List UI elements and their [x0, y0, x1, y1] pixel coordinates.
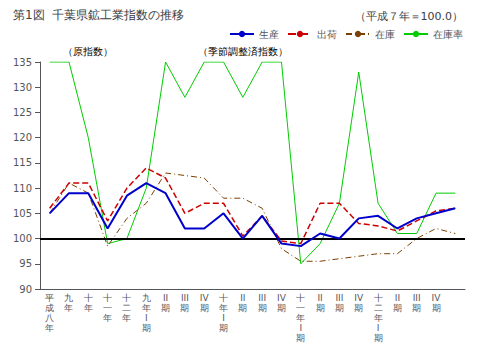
svg-text:年: 年	[219, 303, 228, 313]
svg-text:期: 期	[296, 333, 305, 343]
svg-text:II: II	[395, 293, 400, 303]
svg-text:生産: 生産	[259, 29, 279, 40]
svg-text:期: 期	[354, 303, 363, 313]
svg-text:在庫: 在庫	[375, 29, 395, 40]
svg-text:II: II	[163, 293, 168, 303]
svg-text:年: 年	[122, 313, 131, 323]
svg-text:第1図 千葉県鉱工業指数の推移: 第1図 千葉県鉱工業指数の推移	[13, 8, 184, 22]
svg-text:I: I	[299, 323, 302, 333]
svg-text:100: 100	[13, 233, 32, 244]
svg-text:110: 110	[13, 183, 32, 194]
svg-text:年: 年	[374, 313, 383, 323]
svg-text:年: 年	[64, 303, 73, 313]
svg-text:期: 期	[161, 303, 170, 313]
svg-text:I: I	[145, 313, 148, 323]
svg-text:期: 期	[374, 333, 383, 343]
svg-text:成: 成	[45, 303, 54, 313]
svg-text:年: 年	[45, 323, 54, 333]
svg-text:95: 95	[19, 258, 32, 269]
svg-text:IV: IV	[432, 293, 442, 303]
svg-text:十: 十	[374, 293, 383, 303]
svg-text:十: 十	[103, 293, 112, 303]
svg-text:105: 105	[13, 208, 32, 219]
svg-text:（原指数）: （原指数）	[63, 46, 113, 57]
svg-text:IV: IV	[200, 293, 210, 303]
svg-text:II: II	[240, 293, 245, 303]
svg-text:期: 期	[393, 303, 402, 313]
svg-text:IV: IV	[354, 293, 364, 303]
svg-text:III: III	[258, 293, 266, 303]
svg-text:130: 130	[13, 82, 32, 93]
svg-text:期: 期	[316, 303, 325, 313]
svg-text:期: 期	[432, 303, 441, 313]
svg-text:II: II	[317, 293, 322, 303]
svg-text:135: 135	[13, 57, 32, 68]
svg-text:二: 二	[374, 303, 383, 313]
svg-text:期: 期	[258, 303, 267, 313]
svg-text:期: 期	[412, 303, 421, 313]
svg-text:115: 115	[13, 157, 32, 168]
svg-text:期: 期	[142, 323, 151, 333]
svg-text:期: 期	[335, 303, 344, 313]
svg-text:年: 年	[103, 313, 112, 323]
svg-text:125: 125	[13, 107, 32, 118]
svg-text:期: 期	[277, 303, 286, 313]
svg-text:90: 90	[19, 284, 32, 295]
svg-text:期: 期	[180, 303, 189, 313]
svg-text:平: 平	[45, 293, 54, 303]
svg-text:出荷: 出荷	[317, 29, 337, 40]
svg-text:IV: IV	[277, 293, 287, 303]
svg-text:一: 一	[103, 303, 112, 313]
svg-text:在庫率: 在庫率	[433, 29, 463, 40]
svg-text:年: 年	[296, 313, 305, 323]
svg-text:十: 十	[84, 293, 93, 303]
svg-text:十: 十	[296, 293, 305, 303]
svg-text:（季節調整済指数）: （季節調整済指数）	[198, 46, 288, 57]
svg-text:期: 期	[219, 323, 228, 333]
svg-text:III: III	[181, 293, 189, 303]
svg-text:年: 年	[84, 303, 93, 313]
svg-text:年: 年	[142, 303, 151, 313]
svg-text:III: III	[413, 293, 421, 303]
svg-text:（平成７年＝100.0）: （平成７年＝100.0）	[355, 10, 464, 23]
svg-text:八: 八	[45, 313, 54, 323]
svg-text:十: 十	[122, 293, 131, 303]
svg-text:十: 十	[219, 293, 228, 303]
svg-text:期: 期	[200, 303, 209, 313]
svg-text:I: I	[222, 313, 225, 323]
svg-text:III: III	[335, 293, 343, 303]
svg-text:一: 一	[296, 303, 305, 313]
svg-text:I: I	[377, 323, 380, 333]
svg-text:120: 120	[13, 132, 32, 143]
svg-text:九: 九	[64, 293, 73, 303]
svg-text:二: 二	[122, 303, 131, 313]
svg-text:九: 九	[142, 293, 151, 303]
svg-text:期: 期	[238, 303, 247, 313]
